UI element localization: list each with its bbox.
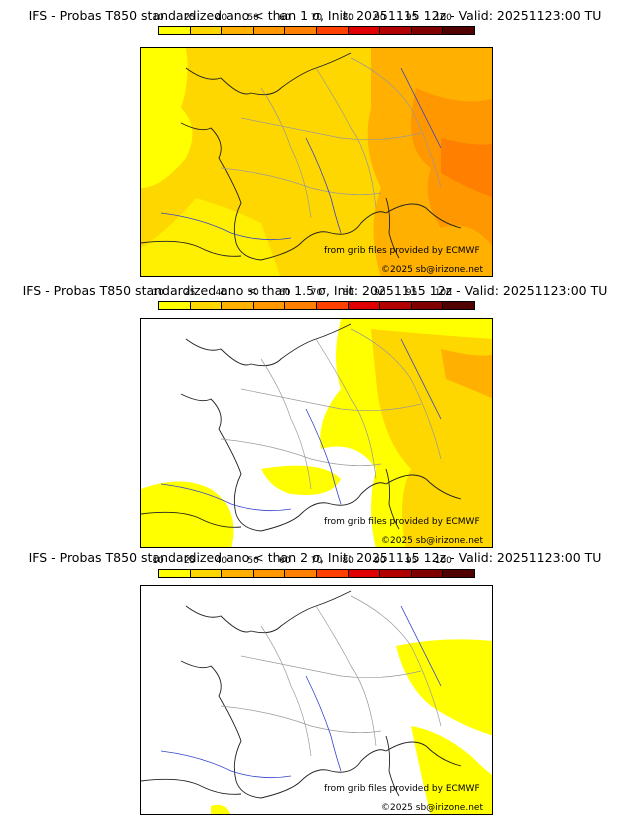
rivers	[160, 605, 442, 779]
colorbar-tick-label: 60	[279, 556, 291, 566]
borders	[220, 595, 442, 757]
colorbar-tick-label: 25	[183, 556, 196, 566]
map-panel-1: IFS - Probas T850 standardized ano < tha…	[0, 0, 630, 280]
rivers	[160, 338, 442, 512]
borders	[220, 57, 442, 219]
colorbar-tick-label: 90	[374, 288, 386, 298]
coastline	[141, 323, 462, 532]
colorbar-segment	[380, 570, 412, 577]
forecast-map: from grib files provided by ECMWF ©2025 …	[140, 585, 493, 815]
colorbar	[158, 26, 475, 35]
colorbar-tick-label: 60	[279, 13, 291, 23]
colorbar-tick-label: 95	[405, 13, 418, 23]
colorbar-tick-label: 70	[310, 288, 323, 298]
colorbar-ticks: 10 25 40 50 60 70 80 90 95 100	[152, 288, 475, 300]
colorbar	[158, 301, 475, 310]
colorbar-tick-label: 50	[247, 556, 259, 566]
credit-source: from grib files provided by ECMWF	[324, 517, 480, 527]
colorbar-tick-label: 100	[434, 288, 452, 298]
colorbar-segment	[253, 27, 286, 34]
colorbar-tick-label: 25	[183, 288, 196, 298]
colorbar-segment	[253, 302, 286, 309]
colorbar-segment	[411, 302, 444, 309]
colorbar-segment	[316, 302, 349, 309]
colorbar-tick-label: 50	[247, 288, 259, 298]
colorbar-segment	[190, 27, 223, 34]
coastline	[141, 590, 462, 799]
colorbar-tick-label: 10	[152, 13, 164, 23]
colorbar-segment	[348, 302, 381, 309]
colorbar-segment	[443, 302, 474, 309]
colorbar-segment	[222, 302, 254, 309]
credit-copyright: ©2025 sb@irizone.net	[381, 265, 483, 275]
colorbar-segment	[285, 570, 317, 577]
colorbar-segment	[285, 302, 317, 309]
colorbar-segment	[285, 27, 317, 34]
colorbar-segment	[443, 27, 474, 34]
colorbar-segment	[411, 27, 444, 34]
credit-copyright: ©2025 sb@irizone.net	[381, 803, 483, 813]
colorbar-segment	[190, 302, 223, 309]
colorbar-tick-label: 10	[152, 288, 164, 298]
colorbar-segment	[190, 570, 223, 577]
panel-title: IFS - Probas T850 standardized ano < tha…	[28, 550, 602, 565]
colorbar-tick-label: 70	[310, 556, 323, 566]
colorbar-segment	[380, 27, 412, 34]
colorbar-tick-label: 70	[310, 13, 323, 23]
colorbar-tick-label: 60	[279, 288, 291, 298]
colorbar-tick-label: 40	[215, 13, 228, 23]
map-svg: from grib files provided by ECMWF ©2025 …	[141, 48, 492, 276]
colorbar-segment	[159, 570, 191, 577]
colorbar-segment	[348, 27, 381, 34]
colorbar-segment	[159, 302, 191, 309]
map-svg: from grib files provided by ECMWF ©2025 …	[141, 586, 492, 814]
colorbar-tick-label: 100	[434, 556, 452, 566]
credit-source: from grib files provided by ECMWF	[324, 784, 480, 794]
colorbar-segment	[222, 570, 254, 577]
map-panel-3: IFS - Probas T850 standardized ano < tha…	[0, 545, 630, 828]
colorbar-segment	[159, 27, 191, 34]
colorbar-tick-label: 80	[342, 13, 354, 23]
rivers	[160, 67, 442, 241]
colorbar-tick-label: 25	[183, 13, 196, 23]
colorbar-tick-label: 10	[152, 556, 164, 566]
panel-title: IFS - Probas T850 standardized ano < tha…	[22, 283, 608, 298]
borders	[220, 328, 442, 490]
credit-copyright: ©2025 sb@irizone.net	[381, 536, 483, 546]
colorbar-tick-label: 90	[374, 556, 386, 566]
colorbar-ticks: 10 25 40 50 60 70 80 90 95 100	[152, 13, 475, 25]
colorbar-tick-label: 40	[215, 556, 228, 566]
colorbar-segment	[411, 570, 444, 577]
colorbar-segment	[316, 570, 349, 577]
colorbar-tick-label: 80	[342, 556, 354, 566]
colorbar-tick-label: 95	[405, 288, 418, 298]
colorbar-tick-label: 100	[434, 13, 452, 23]
colorbar-tick-label: 80	[342, 288, 354, 298]
colorbar-tick-label: 50	[247, 13, 259, 23]
colorbar-segment	[253, 570, 286, 577]
colorbar-segment	[380, 302, 412, 309]
colorbar-segment	[443, 570, 474, 577]
forecast-map: from grib files provided by ECMWF ©2025 …	[140, 47, 493, 277]
colorbar-tick-label: 95	[405, 556, 418, 566]
colorbar-ticks: 10 25 40 50 60 70 80 90 95 100	[152, 556, 475, 568]
forecast-map: from grib files provided by ECMWF ©2025 …	[140, 318, 493, 548]
credit-source: from grib files provided by ECMWF	[324, 246, 480, 256]
colorbar-tick-label: 40	[215, 288, 228, 298]
colorbar-segment	[316, 27, 349, 34]
colorbar-segment	[222, 27, 254, 34]
panel-title: IFS - Probas T850 standardized ano < tha…	[28, 8, 602, 23]
map-svg: from grib files provided by ECMWF ©2025 …	[141, 319, 492, 547]
colorbar-segment	[348, 570, 381, 577]
map-panel-2: IFS - Probas T850 standardized ano < tha…	[0, 275, 630, 548]
colorbar-tick-label: 90	[374, 13, 386, 23]
coastline	[141, 52, 462, 261]
colorbar	[158, 569, 475, 578]
